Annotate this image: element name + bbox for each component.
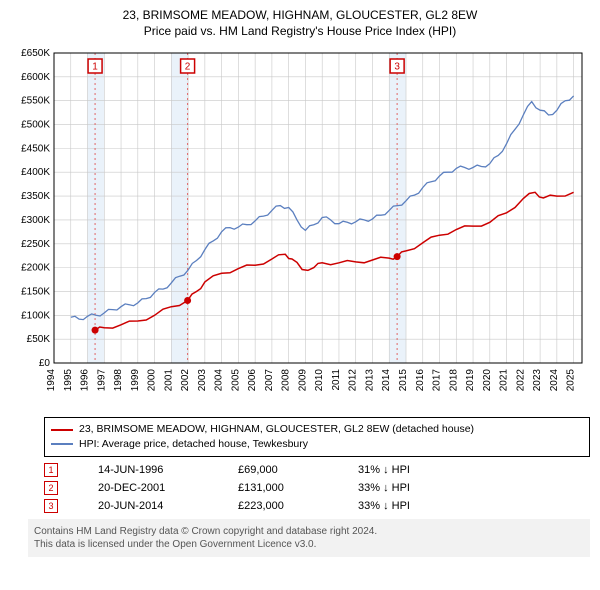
marker-box-label: 1: [92, 62, 98, 73]
x-axis-label: 2024: [549, 369, 560, 392]
y-axis-label: £450K: [21, 144, 50, 155]
y-axis-label: £400K: [21, 167, 50, 178]
x-axis-label: 2007: [264, 369, 275, 392]
sales-row: 3 20-JUN-2014 £223,000 33% ↓ HPI: [44, 499, 590, 513]
sales-table: 1 14-JUN-1996 £69,000 31% ↓ HPI 2 20-DEC-2001…: [44, 463, 590, 513]
x-axis-label: 2006: [247, 369, 258, 392]
x-axis-label: 2020: [482, 369, 493, 392]
x-axis-label: 2002: [180, 369, 191, 392]
sales-pct: 33% ↓ HPI: [358, 482, 458, 494]
y-axis-label: £250K: [21, 239, 50, 250]
footer-line1: Contains HM Land Registry data © Crown c…: [34, 525, 584, 538]
legend-box: 23, BRIMSOME MEADOW, HIGHNAM, GLOUCESTER…: [44, 417, 590, 456]
sales-date: 14-JUN-1996: [98, 464, 198, 476]
y-axis-label: £500K: [21, 120, 50, 131]
x-axis-label: 1995: [63, 369, 74, 392]
y-axis-label: £150K: [21, 287, 50, 298]
x-axis-label: 1996: [80, 369, 91, 392]
y-axis-label: £600K: [21, 72, 50, 83]
legend-swatch: [51, 429, 73, 431]
marker-box-label: 3: [394, 62, 400, 73]
sales-pct: 33% ↓ HPI: [358, 500, 458, 512]
x-axis-label: 2003: [197, 369, 208, 392]
legend-swatch: [51, 443, 73, 445]
y-axis-label: £300K: [21, 215, 50, 226]
sale-marker-point: [394, 253, 401, 260]
legend-label: HPI: Average price, detached house, Tewk…: [79, 437, 308, 452]
x-axis-label: 2017: [432, 369, 443, 392]
chart-band: [88, 53, 105, 363]
x-axis-label: 2012: [348, 369, 359, 392]
chart-band: [171, 53, 188, 363]
x-axis-label: 2021: [499, 369, 510, 392]
x-axis-label: 2014: [381, 369, 392, 392]
x-axis-label: 2010: [314, 369, 325, 392]
x-axis-label: 2001: [163, 369, 174, 392]
x-axis-label: 1999: [130, 369, 141, 392]
x-axis-label: 2023: [532, 369, 543, 392]
chart-svg: £0 £50K £100K £150K £200K £250K £300K £350K £400…: [10, 43, 590, 413]
y-axis-label: £350K: [21, 191, 50, 202]
y-axis-label: £100K: [21, 310, 50, 321]
sale-marker-point: [184, 297, 191, 304]
sale-marker-point: [92, 327, 99, 334]
x-axis-label: 2019: [465, 369, 476, 392]
sales-price: £69,000: [238, 464, 318, 476]
x-axis-label: 2018: [448, 369, 459, 392]
sales-row: 2 20-DEC-2001 £131,000 33% ↓ HPI: [44, 481, 590, 495]
x-axis-label: 1997: [96, 369, 107, 392]
x-axis-label: 2013: [364, 369, 375, 392]
x-axis-label: 2022: [515, 369, 526, 392]
title-sub: Price paid vs. HM Land Registry's House …: [10, 24, 590, 40]
x-axis-label: 2011: [331, 369, 342, 391]
marker-box-label: 2: [185, 62, 191, 73]
x-axis-label: 2008: [281, 369, 292, 392]
sales-row: 1 14-JUN-1996 £69,000 31% ↓ HPI: [44, 463, 590, 477]
sales-marker-box: 3: [44, 499, 58, 513]
chart-container: 23, BRIMSOME MEADOW, HIGHNAM, GLOUCESTER…: [0, 0, 600, 590]
x-axis-label: 1994: [46, 369, 57, 392]
y-axis-label: £550K: [21, 96, 50, 107]
y-axis-label: £0: [39, 358, 51, 369]
title-main: 23, BRIMSOME MEADOW, HIGHNAM, GLOUCESTER…: [10, 8, 590, 24]
x-axis-label: 2025: [566, 369, 577, 392]
title-block: 23, BRIMSOME MEADOW, HIGHNAM, GLOUCESTER…: [0, 0, 600, 43]
x-axis-label: 2015: [398, 369, 409, 392]
x-axis-label: 2000: [147, 369, 158, 392]
footer: Contains HM Land Registry data © Crown c…: [28, 519, 590, 557]
sales-pct: 31% ↓ HPI: [358, 464, 458, 476]
footer-line2: This data is licensed under the Open Gov…: [34, 538, 584, 551]
x-axis-label: 2004: [214, 369, 225, 392]
sales-marker-box: 1: [44, 463, 58, 477]
chart-area: £0 £50K £100K £150K £200K £250K £300K £350K £400…: [10, 43, 590, 413]
y-axis-label: £50K: [27, 334, 51, 345]
sales-date: 20-JUN-2014: [98, 500, 198, 512]
x-axis-label: 2009: [297, 369, 308, 392]
sales-marker-box: 2: [44, 481, 58, 495]
x-axis-label: 2005: [230, 369, 241, 392]
x-axis-label: 1998: [113, 369, 124, 392]
sales-price: £131,000: [238, 482, 318, 494]
legend-label: 23, BRIMSOME MEADOW, HIGHNAM, GLOUCESTER…: [79, 422, 474, 437]
x-axis-label: 2016: [415, 369, 426, 392]
sales-date: 20-DEC-2001: [98, 482, 198, 494]
sales-price: £223,000: [238, 500, 318, 512]
y-axis-label: £650K: [21, 48, 50, 59]
y-axis-label: £200K: [21, 263, 50, 274]
legend-row: 23, BRIMSOME MEADOW, HIGHNAM, GLOUCESTER…: [51, 422, 583, 437]
legend-row: HPI: Average price, detached house, Tewk…: [51, 437, 583, 452]
